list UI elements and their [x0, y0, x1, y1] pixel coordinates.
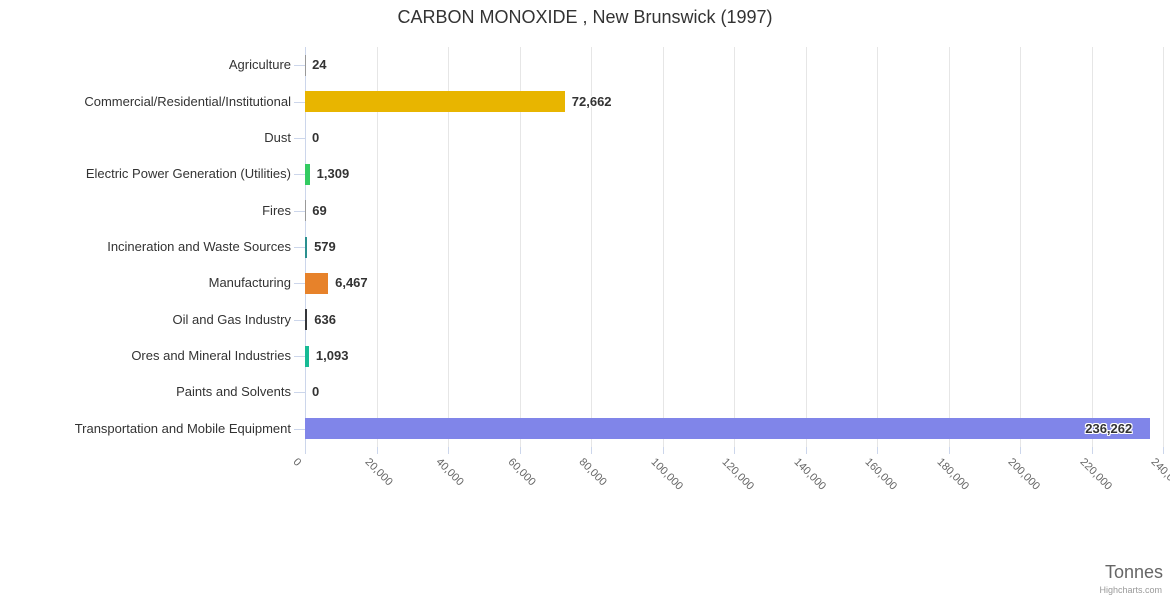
value-label: 1,309 [316, 166, 350, 182]
y-axis-tick [294, 174, 305, 176]
x-axis-label: 140,000 [791, 456, 828, 493]
gridline [448, 47, 449, 447]
x-axis-label: 80,000 [576, 456, 609, 489]
gridline [805, 47, 807, 447]
y-axis-tick [294, 356, 305, 358]
value-label: 0 [312, 129, 320, 145]
y-axis-tick [294, 392, 305, 394]
value-label: 236,262 [1085, 420, 1133, 436]
bar[interactable] [305, 236, 308, 258]
x-axis-title: Tonnes [1104, 562, 1163, 582]
y-axis-tick [294, 101, 305, 103]
x-axis-tick [1020, 447, 1021, 454]
x-axis-tick [376, 447, 378, 454]
category-label: Commercial/Residential/Institutional [84, 93, 291, 109]
value-label: 1,093 [315, 348, 349, 364]
bar[interactable] [305, 91, 565, 113]
category-label: Paints and Solvents [176, 384, 291, 400]
y-axis-tick [294, 428, 305, 430]
y-axis-tick [294, 319, 305, 321]
gridline [591, 47, 592, 447]
x-axis-tick [877, 447, 878, 454]
value-label: 6,467 [335, 275, 368, 291]
x-axis-label: 120,000 [719, 456, 757, 493]
category-label: Oil and Gas Industry [172, 311, 292, 327]
chart-title: CARBON MONOXIDE , New Brunswick (1997) [397, 7, 773, 27]
category-label: Ores and Mineral Industries [131, 348, 291, 364]
gridline [948, 47, 950, 447]
gridline [877, 47, 878, 447]
x-axis-label: 160,000 [862, 456, 900, 493]
value-label: 72,662 [571, 93, 612, 109]
bar[interactable] [305, 418, 1150, 440]
bar[interactable] [305, 309, 308, 331]
value-label: 636 [314, 311, 336, 327]
category-label: Manufacturing [208, 275, 291, 291]
category-label: Incineration and Waste Sources [107, 239, 291, 254]
gridline [1163, 47, 1164, 447]
x-axis-label: 100,000 [648, 456, 685, 493]
x-axis-tick [662, 447, 664, 454]
highcharts-credits-link[interactable]: Highcharts.com [1099, 585, 1162, 595]
x-axis-label: 20,000 [362, 456, 395, 489]
value-label: 0 [312, 384, 320, 400]
category-label: Electric Power Generation (Utilities) [85, 166, 291, 182]
category-label: Transportation and Mobile Equipment [74, 420, 291, 436]
x-axis-tick [805, 447, 807, 454]
x-axis-tick [519, 447, 521, 454]
value-label: 24 [312, 57, 327, 73]
x-axis-tick [734, 447, 735, 454]
x-axis-label: 180,000 [934, 456, 971, 493]
category-label: Agriculture [228, 57, 291, 73]
gridline [1020, 47, 1021, 447]
x-axis-tick [1091, 447, 1093, 454]
gridline [734, 47, 735, 447]
category-label: Dust [264, 129, 291, 145]
x-axis-tick [591, 447, 592, 454]
gridline [519, 47, 521, 447]
value-label: 69 [312, 202, 327, 218]
x-axis-tick [448, 447, 449, 454]
bar[interactable] [305, 345, 309, 367]
bar[interactable] [305, 163, 310, 185]
y-axis-tick [294, 65, 305, 67]
x-axis-label: 200,000 [1005, 456, 1043, 493]
y-axis-tick [294, 210, 305, 212]
y-axis-tick [294, 247, 305, 248]
x-axis-label: 220,000 [1077, 456, 1114, 493]
x-axis-tick [305, 447, 306, 454]
x-axis-label: 60,000 [505, 456, 538, 489]
category-label: Fires [262, 202, 291, 218]
value-label: 579 [314, 239, 336, 254]
x-axis-tick [1163, 447, 1164, 454]
x-axis-label: 40,000 [433, 456, 466, 489]
gridline [662, 47, 664, 447]
bar[interactable] [305, 272, 329, 294]
gridline [376, 47, 378, 447]
y-axis-tick [294, 283, 305, 285]
x-axis-label: 240,000 [1148, 456, 1170, 493]
y-axis-tick [294, 137, 305, 139]
gridline [1091, 47, 1093, 447]
x-axis-tick [948, 447, 950, 454]
x-axis-label: 0 [290, 456, 304, 469]
